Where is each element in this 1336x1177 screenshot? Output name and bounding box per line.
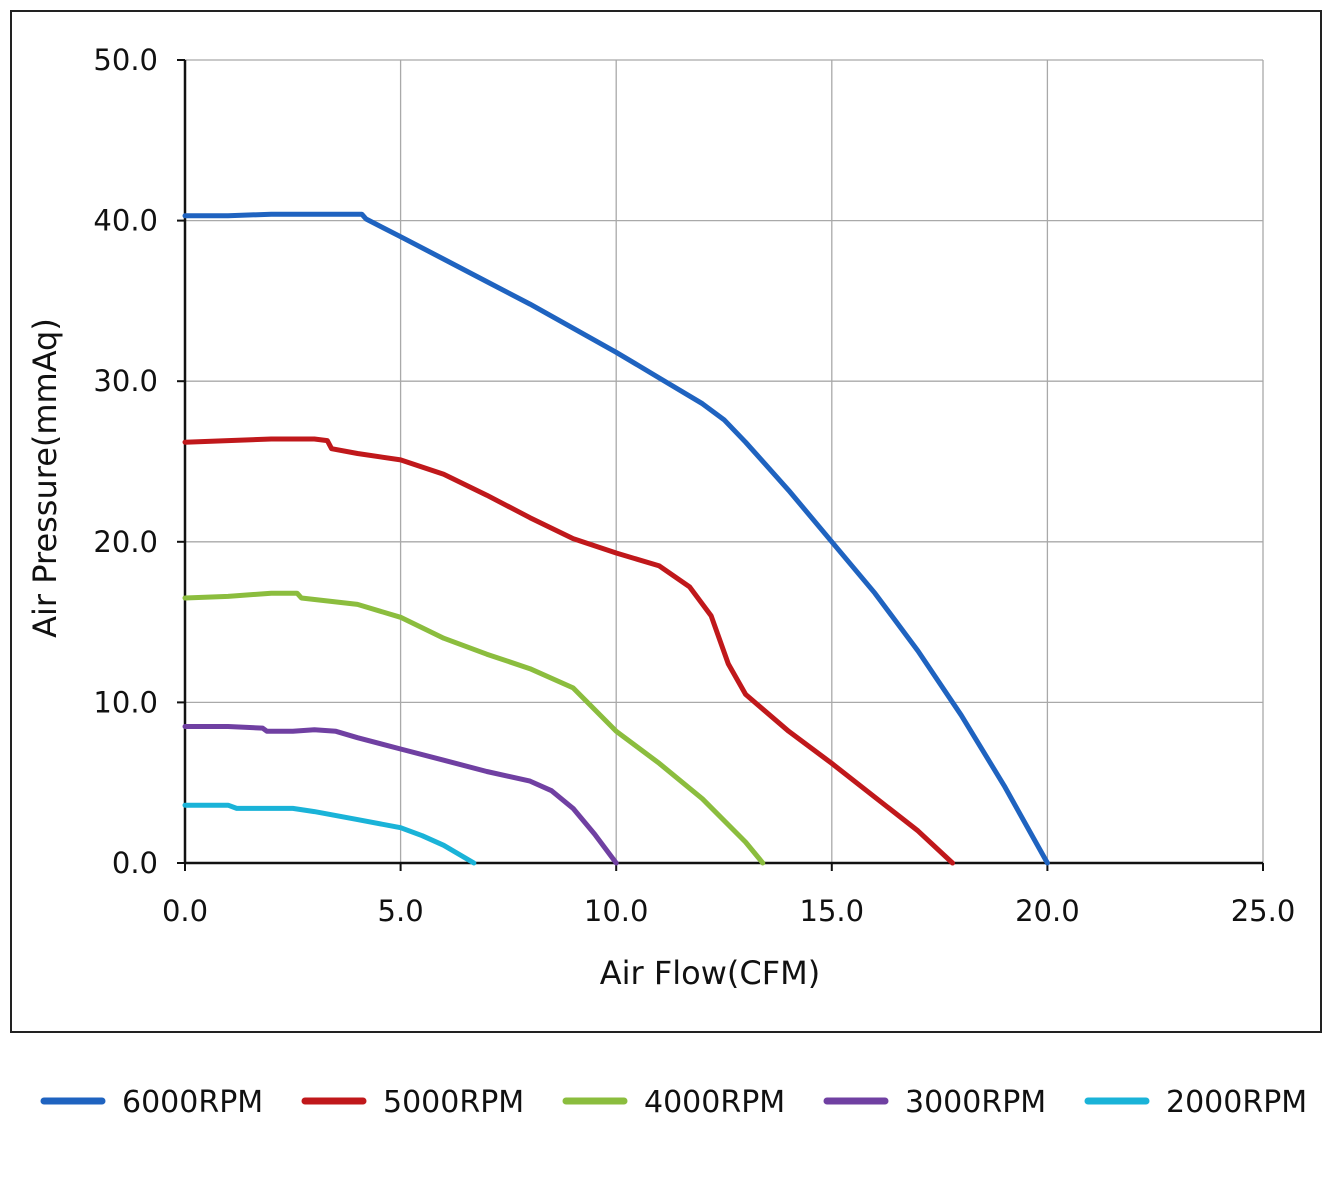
y-tick-label: 30.0 bbox=[93, 364, 158, 398]
x-axis-title: Air Flow(CFM) bbox=[600, 954, 820, 992]
x-tick-label: 10.0 bbox=[584, 894, 649, 928]
x-tick-label: 25.0 bbox=[1231, 894, 1296, 928]
y-tick-label: 0.0 bbox=[112, 846, 158, 880]
y-tick-label: 50.0 bbox=[93, 43, 158, 77]
legend-label: 6000RPM bbox=[122, 1085, 263, 1120]
chart-frame bbox=[10, 10, 1322, 1033]
legend-label: 2000RPM bbox=[1166, 1085, 1307, 1120]
series bbox=[182, 211, 1050, 866]
y-tick-label: 20.0 bbox=[93, 525, 158, 559]
y-axis-title: Air Pressure(mmAq) bbox=[26, 318, 64, 638]
axes bbox=[183, 60, 1263, 865]
legend-label: 4000RPM bbox=[644, 1085, 785, 1120]
series-line-2000rpm bbox=[182, 802, 477, 866]
x-tick-label: 20.0 bbox=[1015, 894, 1080, 928]
y-tick-label: 10.0 bbox=[93, 685, 158, 719]
y-tick-label: 40.0 bbox=[93, 204, 158, 238]
series-line-6000rpm bbox=[182, 211, 1050, 866]
legend-label: 5000RPM bbox=[383, 1085, 524, 1120]
x-tick-label: 0.0 bbox=[162, 894, 208, 928]
grid bbox=[185, 59, 1264, 863]
legend-label: 3000RPM bbox=[905, 1085, 1046, 1120]
series-line-5000rpm bbox=[182, 436, 955, 866]
x-tick-label: 5.0 bbox=[378, 894, 424, 928]
series-line-4000rpm bbox=[182, 590, 766, 866]
ticks: 0.0 5.0 10.0 15.0 20.0 25.0 0.0 10.0 20.0 30.0 40.… bbox=[93, 43, 1295, 928]
x-tick-label: 15.0 bbox=[800, 894, 865, 928]
legend: 6000RPM 5000RPM 4000RPM 3000RPM 2000RPM bbox=[40, 1085, 1307, 1120]
series-line-3000rpm bbox=[182, 724, 619, 866]
